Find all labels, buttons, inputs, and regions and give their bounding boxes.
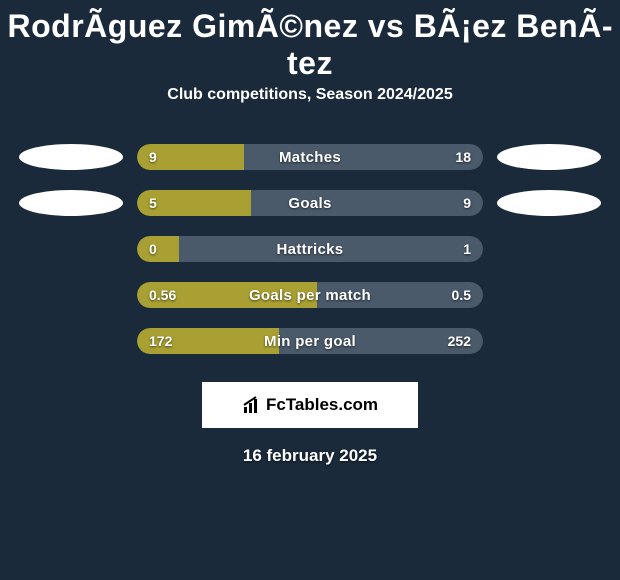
credit-text: FcTables.com <box>266 395 378 415</box>
stat-label: Matches <box>137 144 483 170</box>
player-right-marker <box>497 144 601 170</box>
stat-label: Goals per match <box>137 282 483 308</box>
left-ellipse-slot <box>19 282 123 308</box>
stat-bar: 918Matches <box>137 144 483 170</box>
player-left-marker <box>19 144 123 170</box>
stat-label: Hattricks <box>137 236 483 262</box>
right-ellipse-slot <box>497 328 601 354</box>
player-right-marker <box>497 190 601 216</box>
stat-row: 59Goals <box>0 180 620 226</box>
player-left-marker <box>19 190 123 216</box>
stat-label: Goals <box>137 190 483 216</box>
stat-bar: 172252Min per goal <box>137 328 483 354</box>
comparison-card: RodrÃ­guez GimÃ©nez vs BÃ¡ez BenÃ­tez Cl… <box>0 0 620 466</box>
left-ellipse-slot <box>19 190 123 216</box>
right-ellipse-slot <box>497 190 601 216</box>
stat-label: Min per goal <box>137 328 483 354</box>
stat-bar: 0.560.5Goals per match <box>137 282 483 308</box>
date-text: 16 february 2025 <box>0 446 620 466</box>
right-ellipse-slot <box>497 236 601 262</box>
left-ellipse-slot <box>19 328 123 354</box>
chart-icon <box>242 395 262 415</box>
stat-row: 01Hattricks <box>0 226 620 272</box>
stat-bar: 59Goals <box>137 190 483 216</box>
stat-bar: 01Hattricks <box>137 236 483 262</box>
page-subtitle: Club competitions, Season 2024/2025 <box>0 86 620 134</box>
stat-row: 0.560.5Goals per match <box>0 272 620 318</box>
credit-box: FcTables.com <box>202 382 418 428</box>
left-ellipse-slot <box>19 236 123 262</box>
stat-row: 918Matches <box>0 134 620 180</box>
page-title: RodrÃ­guez GimÃ©nez vs BÃ¡ez BenÃ­tez <box>0 0 620 86</box>
right-ellipse-slot <box>497 144 601 170</box>
left-ellipse-slot <box>19 144 123 170</box>
right-ellipse-slot <box>497 282 601 308</box>
stats-list: 918Matches 59Goals 01Hattricks 0.560.5Goals… <box>0 134 620 364</box>
stat-row: 172252Min per goal <box>0 318 620 364</box>
